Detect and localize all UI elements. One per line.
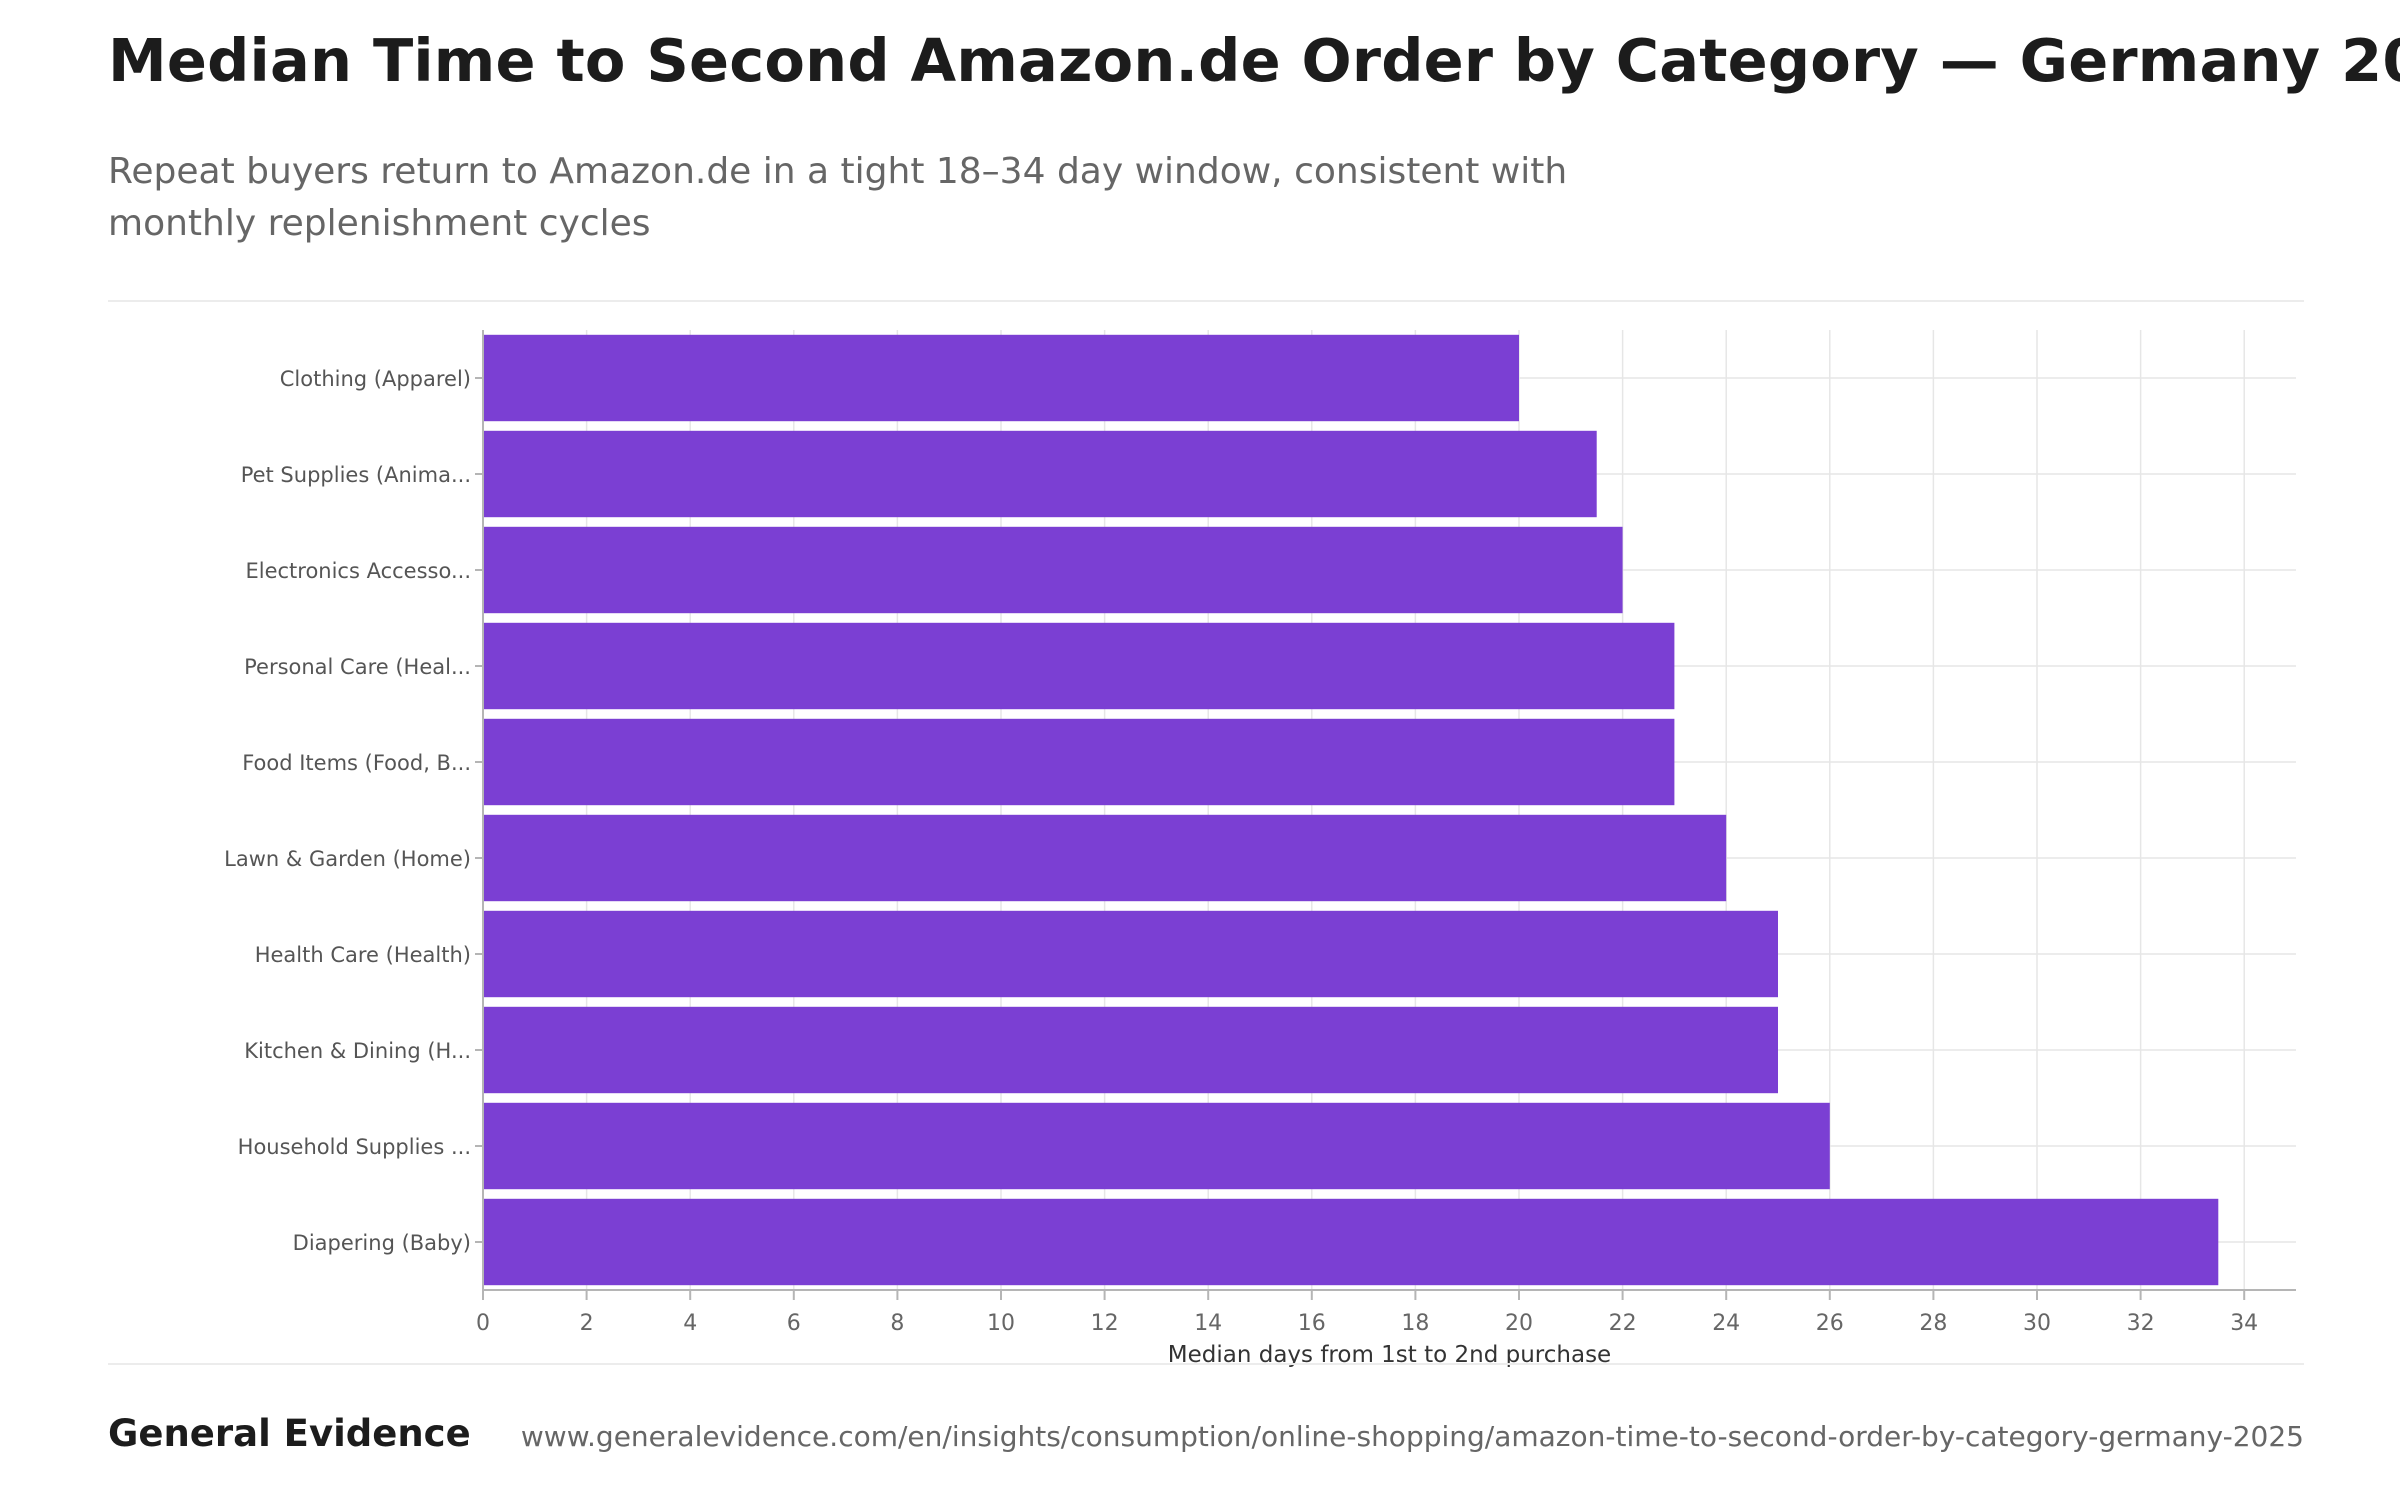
x-tick-label: 28	[1919, 1311, 1947, 1336]
source-url: www.generalevidence.com/en/insights/cons…	[520, 1420, 2304, 1453]
category-label: Kitchen & Dining (H...	[244, 1039, 471, 1063]
header-divider	[108, 300, 2304, 302]
category-label: Food Items (Food, B...	[242, 751, 471, 775]
brand-name: General Evidence	[108, 1412, 471, 1455]
category-label: Diapering (Baby)	[293, 1231, 471, 1255]
category-label: Personal Care (Heal...	[244, 655, 471, 679]
bar	[483, 814, 1727, 902]
bar	[483, 1006, 1778, 1094]
x-tick-label: 18	[1401, 1311, 1429, 1336]
bar	[483, 1198, 2219, 1286]
footer-divider	[108, 1363, 2304, 1365]
x-tick-label: 34	[2230, 1311, 2258, 1336]
category-label: Household Supplies ...	[238, 1135, 471, 1159]
x-tick-label: 6	[787, 1311, 801, 1336]
x-tick-label: 14	[1194, 1311, 1222, 1336]
chart-title: Median Time to Second Amazon.de Order by…	[108, 26, 2400, 95]
x-tick-label: 30	[2023, 1311, 2051, 1336]
x-tick-label: 12	[1091, 1311, 1119, 1336]
category-label: Health Care (Health)	[255, 943, 471, 967]
x-tick-label: 10	[987, 1311, 1015, 1336]
x-tick-label: 16	[1298, 1311, 1326, 1336]
bar	[483, 526, 1623, 614]
category-label: Lawn & Garden (Home)	[224, 847, 471, 871]
bar	[483, 718, 1675, 806]
bar	[483, 334, 1519, 422]
category-label: Pet Supplies (Anima...	[241, 463, 471, 487]
bar	[483, 910, 1778, 998]
bar	[483, 430, 1597, 518]
x-tick-label: 2	[580, 1311, 594, 1336]
chart-subtitle: Repeat buyers return to Amazon.de in a t…	[108, 151, 1568, 244]
category-label: Clothing (Apparel)	[280, 367, 471, 391]
x-tick-label: 22	[1609, 1311, 1637, 1336]
x-tick-label: 8	[890, 1311, 904, 1336]
category-label: Electronics Accesso...	[245, 559, 471, 583]
x-tick-label: 4	[683, 1311, 697, 1336]
x-tick-label: 26	[1816, 1311, 1844, 1336]
bar	[483, 1102, 1830, 1190]
bar	[483, 622, 1675, 710]
x-tick-label: 0	[476, 1311, 490, 1336]
x-tick-label: 24	[1712, 1311, 1740, 1336]
x-tick-label: 32	[2127, 1311, 2155, 1336]
x-tick-label: 20	[1505, 1311, 1533, 1336]
